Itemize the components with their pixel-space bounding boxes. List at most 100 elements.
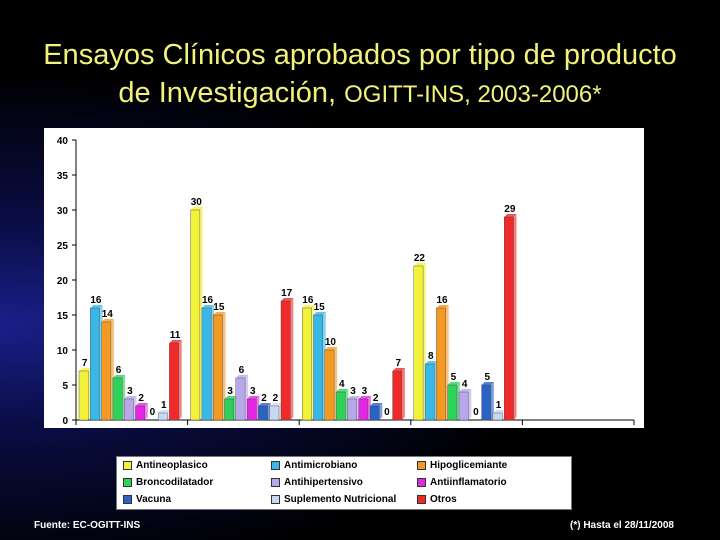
data-label-antimicrobiano-2003: 16 <box>90 295 102 306</box>
data-label-antihipertensivo-2003: 3 <box>127 386 133 397</box>
legend-label: Antimicrobiano <box>284 460 358 471</box>
bar-top-otros-2003 <box>169 340 182 343</box>
bar-antineoplasico-2004 <box>190 209 201 421</box>
bar-top-antimicrobiano-2004 <box>201 305 215 308</box>
data-label-suplemento-nutricional-2005: 0 <box>384 407 390 418</box>
data-label-suplemento-nutricional-2003: 1 <box>161 400 167 411</box>
date-note: (*) Hasta el 28/11/2008 <box>570 520 674 531</box>
title-line-1: Ensayos Clínicos aprobados por tipo de p… <box>43 39 677 71</box>
x-tick-label: 2005 <box>344 427 367 428</box>
y-tick-label: 40 <box>57 136 69 147</box>
bar-broncodilatador-2004 <box>224 398 235 421</box>
bar-side-vacuna-2006 <box>490 382 494 420</box>
bar-top-antihipertensivo-2004 <box>235 375 249 378</box>
legend-item: Antiinflamatorio <box>417 477 507 488</box>
legend-label: Antihipertensivo <box>284 477 363 488</box>
bar-antihipertensivo-2006 <box>458 391 469 421</box>
bar-hipoglicemiante-2005 <box>324 349 335 421</box>
bar-top-hipoglicemiante-2006 <box>436 305 449 308</box>
data-label-vacuna-2004: 2 <box>261 393 267 404</box>
bar-top-antimicrobiano-2006 <box>425 361 438 364</box>
data-label-antineoplasico-2006: 22 <box>414 253 426 264</box>
data-label-broncodilatador-2004: 3 <box>227 386 233 397</box>
bar-top-suplemento-nutricional-2004 <box>269 403 282 406</box>
bar-top-broncodilatador-2006 <box>447 382 460 385</box>
bar-top-hipoglicemiante-2003 <box>101 319 114 322</box>
y-tick-label: 10 <box>57 346 69 357</box>
legend-swatch <box>271 461 280 470</box>
legend-item: Broncodilatador <box>123 477 213 488</box>
bar-antineoplasico-2003 <box>78 370 89 421</box>
bar-top-suplemento-nutricional-2003 <box>158 410 171 413</box>
bar-vacuna-2005 <box>369 405 380 421</box>
bar-side-antiinflamatorio-2003 <box>144 403 148 420</box>
y-tick-label: 15 <box>57 311 69 322</box>
data-label-antiinflamatorio-2004: 3 <box>250 386 256 397</box>
legend-swatch <box>417 461 426 470</box>
legend-label: Vacuna <box>136 494 172 505</box>
legend-item: Hipoglicemiante <box>417 460 507 471</box>
legend-swatch <box>417 495 426 504</box>
data-label-antihipertensivo-2005: 3 <box>350 386 356 397</box>
data-label-vacuna-2003: 0 <box>150 407 156 418</box>
data-label-otros-2004: 17 <box>281 288 293 299</box>
bar-hipoglicemiante-2003 <box>101 321 112 421</box>
data-label-otros-2006: 29 <box>504 204 516 215</box>
y-tick-label: 25 <box>57 241 69 252</box>
legend-label: Antiinflamatorio <box>430 477 507 488</box>
data-label-suplemento-nutricional-2006: 1 <box>496 400 502 411</box>
bar-side-antihipertensivo-2006 <box>468 389 472 420</box>
title-line-2: de Investigación, OGITT-INS, 2003-2006* <box>0 74 720 114</box>
bar-antihipertensivo-2004 <box>235 377 246 421</box>
bar-top-antihipertensivo-2003 <box>124 396 137 399</box>
data-label-antiinflamatorio-2006: 0 <box>473 407 479 418</box>
x-tick-label: 2004 <box>232 427 255 428</box>
data-label-antihipertensivo-2004: 6 <box>239 365 245 376</box>
bar-otros-2003 <box>169 342 179 421</box>
title-line-2-sub: OGITT-INS, 2003-2006* <box>344 81 602 108</box>
bar-broncodilatador-2006 <box>447 384 458 421</box>
legend-item: Antihipertensivo <box>271 477 363 488</box>
bar-side-otros-2005 <box>401 368 405 420</box>
legend-label: Hipoglicemiante <box>430 460 508 471</box>
y-tick-label: 35 <box>57 171 69 182</box>
chart-legend: Antineoplasico Antimicrobiano Hipoglicemia… <box>116 456 572 510</box>
bar-otros-2004 <box>280 300 291 421</box>
bar-side-vacuna-2005 <box>379 403 383 420</box>
data-label-antineoplasico-2003: 7 <box>82 358 88 369</box>
data-label-antihipertensivo-2006: 4 <box>462 379 468 390</box>
data-label-antineoplasico-2004: 30 <box>191 197 203 208</box>
legend-label: Antineoplasico <box>136 460 208 471</box>
bar-top-antineoplasico-2006 <box>413 263 427 266</box>
bar-side-otros-2006 <box>513 214 517 420</box>
bar-antimicrobiano-2005 <box>313 314 324 421</box>
y-tick-label: 0 <box>62 416 68 427</box>
legend-label: Suplemento Nutricional <box>284 494 397 505</box>
bar-antimicrobiano-2006 <box>424 363 435 421</box>
data-label-antiinflamatorio-2003: 2 <box>138 393 144 404</box>
bar-side-otros-2003 <box>178 340 182 420</box>
bar-suplemento-nutricional-2004 <box>269 405 280 421</box>
data-label-antimicrobiano-2004: 16 <box>202 295 214 306</box>
data-label-hipoglicemiante-2005: 10 <box>325 337 337 348</box>
bar-top-broncodilatador-2005 <box>336 389 349 392</box>
bar-top-antihipertensivo-2005 <box>347 396 360 399</box>
title-line-2-main: de Investigación, <box>118 77 337 109</box>
data-label-antiinflamatorio-2005: 3 <box>362 386 368 397</box>
bar-top-broncodilatador-2003 <box>112 375 126 378</box>
legend-item: Antineoplasico <box>123 460 208 471</box>
bar-antihipertensivo-2005 <box>347 398 357 421</box>
bar-antihipertensivo-2003 <box>123 398 134 421</box>
bar-top-antimicrobiano-2003 <box>90 305 103 308</box>
bar-top-antimicrobiano-2005 <box>313 312 326 315</box>
bar-top-broncodilatador-2004 <box>224 396 237 399</box>
y-tick-label: 20 <box>57 276 69 287</box>
x-tick-label: 2006 <box>455 427 478 428</box>
legend-label: Otros <box>430 494 457 505</box>
bar-antiinflamatorio-2005 <box>358 398 369 421</box>
bar-suplemento-nutricional-2006 <box>492 412 503 421</box>
bar-broncodilatador-2005 <box>335 391 346 421</box>
legend-swatch <box>417 478 426 487</box>
legend-item: Suplemento Nutricional <box>271 494 396 505</box>
data-label-vacuna-2006: 5 <box>484 372 490 383</box>
